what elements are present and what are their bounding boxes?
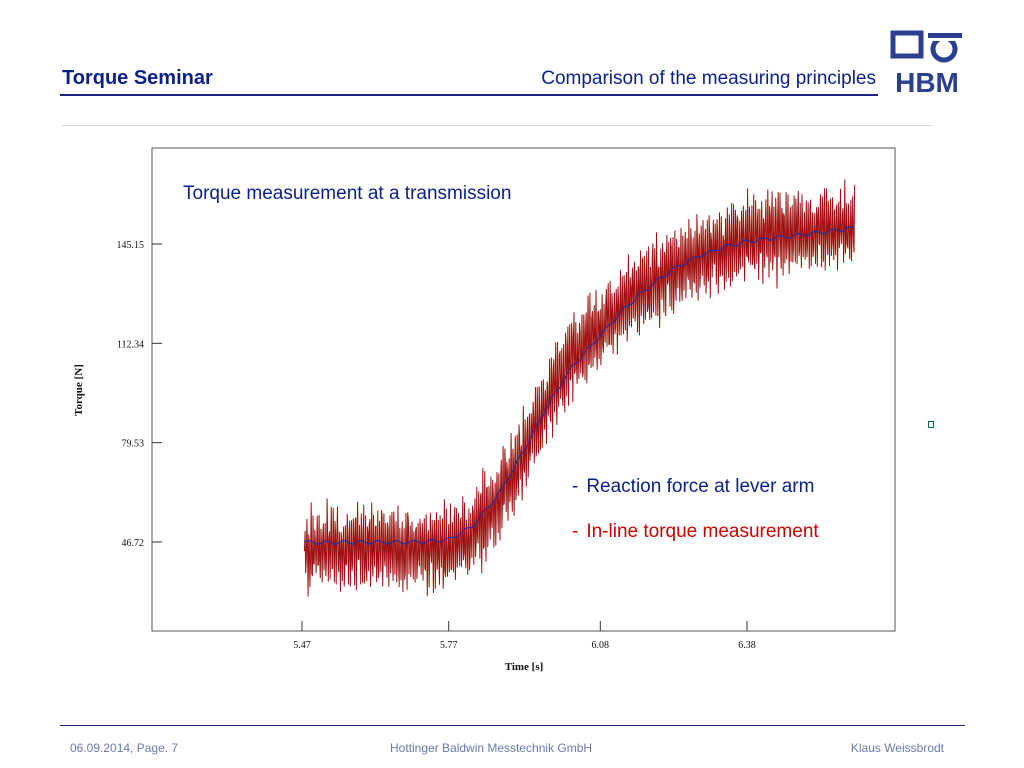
footer-date-page: 06.09.2014, Page. 7 [70,741,179,755]
y-tick-label: 46.72 [122,538,145,549]
chart-series [303,179,856,597]
legend-dash: - [572,521,579,542]
chart-annotation: Torque measurement at a transmission [183,183,512,204]
series-line-reaction-force [303,179,856,597]
content-divider [62,125,932,126]
legend-item-inline-torque: - In-line torque measurement [572,521,819,543]
legend-label: In-line torque measurement [586,521,819,542]
y-tick-label: 112.34 [117,339,144,350]
series-line-inline-torque [304,226,855,545]
legend-item-reaction-force: - Reaction force at lever arm [572,476,814,498]
page-subtitle: Comparison of the measuring principles [541,68,876,89]
page-title: Torque Seminar [62,67,213,89]
y-axis-ticks: 46.72 79.53 112.34 145.15 [117,240,162,549]
footer-company: Hottinger Baldwin Messtechnik GmbH [390,741,593,755]
x-tick-label: 5.47 [293,640,311,651]
footer-author: Klaus Weissbrodt [850,741,944,755]
y-tick-label: 145.15 [117,240,145,251]
x-tick-label: 6.08 [592,640,610,651]
x-axis-label: Time [s] [505,661,544,673]
footer-divider [60,725,965,726]
logo-text: HBM [895,67,959,94]
y-axis-label: Torque [N] [73,364,85,416]
hbm-logo: HBM [890,30,962,94]
legend-label: Reaction force at lever arm [586,476,815,497]
legend-dash: - [572,476,579,497]
x-axis-ticks: 5.47 5.77 6.08 6.38 [293,621,756,651]
small-square-marker [928,421,934,428]
x-tick-label: 5.77 [440,640,458,651]
header-divider [60,94,878,96]
x-tick-label: 6.38 [738,640,756,651]
y-tick-label: 79.53 [122,439,145,450]
